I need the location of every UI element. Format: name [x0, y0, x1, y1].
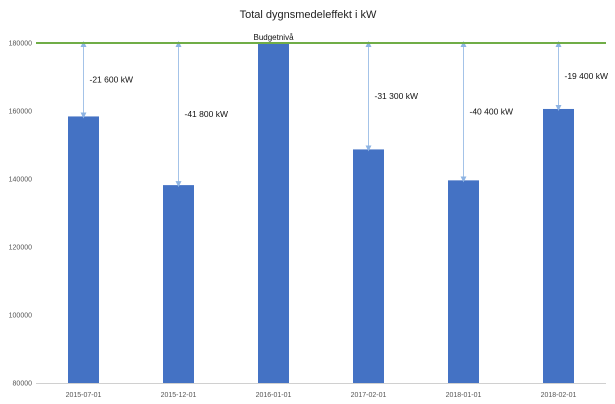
bar — [353, 149, 384, 383]
y-tick-label: 120000 — [9, 245, 32, 252]
y-tick-label: 180000 — [9, 41, 32, 48]
x-tick-label: 2018-01-01 — [446, 392, 482, 399]
y-tick-label: 140000 — [9, 177, 32, 184]
bar — [448, 180, 479, 383]
x-tick-label: 2017-02-01 — [351, 392, 387, 399]
y-tick-label: 160000 — [9, 109, 32, 116]
difference-label: -31 300 kW — [375, 91, 418, 101]
difference-label: -19 400 kW — [565, 71, 608, 81]
difference-label: -41 800 kW — [185, 109, 228, 119]
budget-label: Budgetnivå — [253, 33, 294, 42]
bar — [163, 185, 194, 383]
bar — [258, 43, 289, 383]
x-tick-label: 2018-02-01 — [541, 392, 577, 399]
labels: 80000 100000 120000 140000 160000 180000 2015-… — [9, 33, 608, 399]
bar — [68, 116, 99, 383]
y-tick-label: 80000 — [13, 381, 33, 388]
bar — [543, 108, 574, 384]
difference-label: -40 400 kW — [470, 107, 513, 117]
chart-title: Total dygnsmedeleffekt i kW — [240, 9, 377, 21]
difference-arrows — [80, 41, 562, 188]
y-tick-label: 100000 — [9, 313, 32, 320]
difference-label: -21 600 kW — [90, 75, 133, 85]
x-tick-label: 2016-01-01 — [256, 392, 292, 399]
x-tick-label: 2015-12-01 — [161, 392, 197, 399]
bars — [68, 43, 574, 384]
x-tick-label: 2015-07-01 — [66, 392, 102, 399]
